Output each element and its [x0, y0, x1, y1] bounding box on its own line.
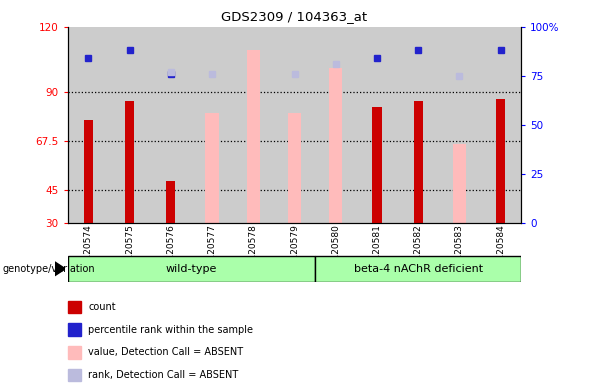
Text: genotype/variation: genotype/variation: [3, 264, 95, 274]
Bar: [329, 68, 342, 223]
Text: wild-type: wild-type: [166, 264, 217, 274]
Bar: [372, 108, 382, 223]
Bar: [125, 101, 134, 223]
Text: percentile rank within the sample: percentile rank within the sample: [88, 325, 253, 335]
Bar: [150, 27, 191, 223]
Bar: [191, 27, 233, 223]
Bar: [109, 27, 150, 223]
Bar: [68, 301, 81, 313]
Bar: [166, 181, 176, 223]
Bar: [206, 113, 219, 223]
Bar: [84, 121, 93, 223]
Bar: [247, 50, 260, 223]
FancyBboxPatch shape: [68, 256, 315, 282]
Bar: [274, 27, 315, 223]
Bar: [315, 27, 356, 223]
Bar: [233, 27, 274, 223]
Bar: [247, 90, 260, 223]
Bar: [398, 27, 439, 223]
Bar: [480, 27, 521, 223]
Bar: [68, 27, 109, 223]
FancyBboxPatch shape: [315, 256, 521, 282]
Polygon shape: [55, 262, 65, 276]
Bar: [496, 99, 505, 223]
Text: value, Detection Call = ABSENT: value, Detection Call = ABSENT: [88, 347, 244, 357]
Bar: [453, 144, 466, 223]
Bar: [68, 346, 81, 359]
Bar: [439, 27, 480, 223]
Text: count: count: [88, 302, 116, 312]
Bar: [68, 323, 81, 336]
Text: GDS2309 / 104363_at: GDS2309 / 104363_at: [221, 10, 368, 23]
Bar: [68, 369, 81, 381]
Text: rank, Detection Call = ABSENT: rank, Detection Call = ABSENT: [88, 370, 239, 380]
Bar: [413, 101, 423, 223]
Bar: [288, 113, 301, 223]
Text: beta-4 nAChR deficient: beta-4 nAChR deficient: [353, 264, 483, 274]
Bar: [356, 27, 398, 223]
Bar: [329, 131, 342, 223]
